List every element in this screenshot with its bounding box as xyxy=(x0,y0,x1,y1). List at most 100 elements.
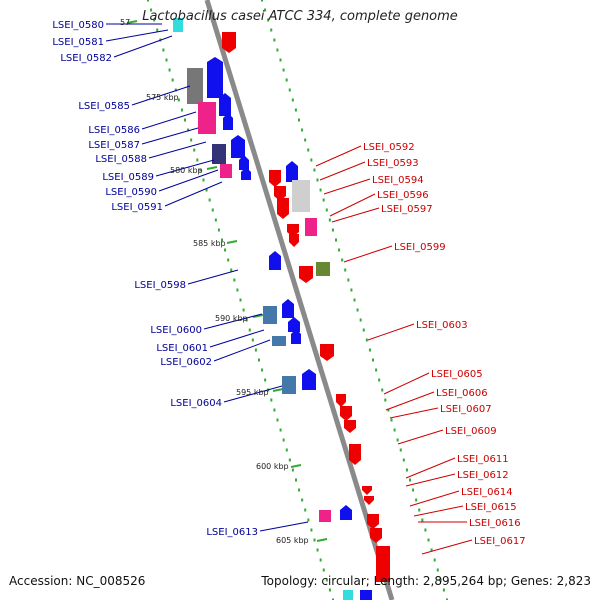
tick-label-6: 600 kbp xyxy=(256,462,289,471)
tick-dot xyxy=(399,448,402,452)
tick-dot xyxy=(261,0,263,2)
gene-label-lsei-0585: LSEI_0585 xyxy=(78,101,130,112)
gene-block-red-arrowhead xyxy=(362,490,372,495)
tick-dot xyxy=(375,368,378,372)
tick-dot xyxy=(171,78,174,82)
tick-dot xyxy=(242,308,245,312)
accession-label: Accession: NC_008526 xyxy=(9,574,146,588)
gene-block-blue xyxy=(231,140,245,158)
gene-block-blue-arrowhead xyxy=(282,299,294,304)
gene-block-gray xyxy=(187,68,203,104)
gene-label-lsei-0612: LSEI_0612 xyxy=(457,470,509,481)
tick-dot xyxy=(294,108,297,112)
tick-dot xyxy=(412,488,415,492)
tick-dot xyxy=(301,128,304,132)
tick-dot xyxy=(205,188,208,192)
gene-block-blue-arrowhead xyxy=(269,251,281,256)
tick-dot xyxy=(316,548,319,552)
gene-block-red xyxy=(364,496,374,500)
gene-block-red xyxy=(370,528,382,538)
tick-dot xyxy=(396,438,399,442)
gene-block-blue-arrowhead xyxy=(219,93,231,98)
gene-block-red-arrowhead xyxy=(277,214,289,219)
gene-label-lsei-0590: LSEI_0590 xyxy=(105,187,157,198)
right-leader-line xyxy=(343,245,393,263)
gene-label-lsei-0617: LSEI_0617 xyxy=(474,536,526,547)
gene-block-lightgray xyxy=(292,180,310,212)
gene-block-blue xyxy=(340,510,352,520)
tick-dot xyxy=(196,158,199,162)
gene-block-red-arrowhead xyxy=(344,428,356,433)
tick-dot xyxy=(415,498,418,502)
gene-block-red xyxy=(367,514,379,524)
tick-dot xyxy=(304,138,307,142)
tick-dot xyxy=(150,8,153,12)
right-leader-line xyxy=(331,207,380,223)
gene-block-blue xyxy=(360,590,372,600)
tick-dot xyxy=(254,348,257,352)
tick-dot xyxy=(184,118,186,122)
tick-dot xyxy=(433,558,436,562)
tick-dot xyxy=(230,268,233,272)
tick-dot xyxy=(384,398,387,402)
gene-block-red xyxy=(376,546,390,582)
left-leader-line xyxy=(155,159,215,177)
tick-dot xyxy=(393,428,396,432)
gene-block-steel xyxy=(282,376,296,394)
gene-block-blue xyxy=(239,160,249,170)
tick-dot xyxy=(279,58,282,62)
genome-title: Lactobacillus casei ATCC 334, complete g… xyxy=(142,9,458,24)
tick-dot xyxy=(162,48,165,52)
tick-dot xyxy=(307,518,310,522)
gene-block-red xyxy=(336,394,346,402)
gene-label-lsei-0611: LSEI_0611 xyxy=(457,454,509,465)
gene-block-blue-arrowhead xyxy=(288,317,300,322)
major-tick-mark xyxy=(252,314,264,318)
tick-dot xyxy=(221,238,223,242)
tick-dot xyxy=(285,78,288,82)
tick-label-4: 590 kbp xyxy=(215,314,248,323)
gene-label-lsei-0604: LSEI_0604 xyxy=(170,398,222,409)
left-leader-line xyxy=(187,269,239,285)
tick-dot xyxy=(267,18,270,22)
tick-dot xyxy=(316,178,319,182)
gene-block-red xyxy=(222,32,236,48)
gene-block-red xyxy=(320,344,334,356)
tick-dot xyxy=(322,568,325,572)
gene-block-red xyxy=(362,486,372,490)
gene-block-red-arrowhead xyxy=(299,278,313,283)
tick-dot xyxy=(310,158,313,162)
gene-block-red-arrowhead xyxy=(364,500,374,505)
tick-dot xyxy=(217,228,220,232)
gene-block-red xyxy=(349,444,361,460)
gene-block-blue xyxy=(207,62,223,98)
gene-block-blue xyxy=(269,256,281,270)
genome-backbone xyxy=(204,0,395,600)
tick-dot xyxy=(147,0,149,2)
tick-dot xyxy=(214,218,217,222)
left-leader-line xyxy=(164,181,223,207)
gene-block-cyan xyxy=(343,590,353,600)
gene-block-red-arrowhead xyxy=(340,416,352,421)
tick-dot xyxy=(325,208,328,212)
tick-dot-tracks xyxy=(126,0,448,600)
tick-dot xyxy=(236,288,239,292)
gene-label-lsei-0588: LSEI_0588 xyxy=(95,154,147,165)
tick-dot xyxy=(313,168,316,172)
left-leader-line xyxy=(113,35,173,58)
tick-dot xyxy=(378,378,381,382)
tick-dot xyxy=(439,578,442,582)
tick-dot xyxy=(409,478,411,482)
tick-label-2: 580 kbp xyxy=(170,166,203,175)
tick-dot xyxy=(187,128,190,132)
tick-dot xyxy=(174,88,177,92)
tick-dot xyxy=(353,298,356,302)
left-leader-line xyxy=(203,313,263,330)
tick-dot xyxy=(251,338,254,342)
gene-block-blue xyxy=(282,304,294,318)
gene-label-lsei-0605: LSEI_0605 xyxy=(431,369,483,380)
tick-dot xyxy=(335,238,337,242)
gene-block-blue-arrowhead xyxy=(340,505,352,510)
tick-dot xyxy=(319,558,322,562)
